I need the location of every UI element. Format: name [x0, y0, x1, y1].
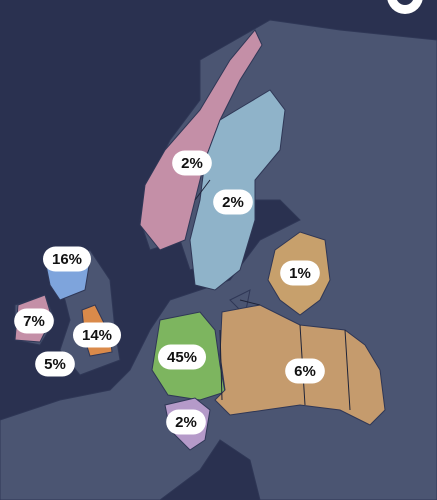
label-pill: [166, 409, 206, 435]
label-pill: [172, 150, 212, 176]
region-norway: [139, 29, 263, 251]
region-label: 2%: [222, 194, 244, 211]
label-pill: [280, 260, 320, 286]
region-label: 16%: [52, 251, 82, 268]
menu-button[interactable]: [387, 0, 423, 14]
region-label: 45%: [167, 349, 197, 366]
label-pill: [42, 246, 92, 272]
label-pill: [72, 322, 122, 348]
region-label: 1%: [289, 265, 311, 282]
label-pill: [213, 189, 253, 215]
labels: 2% 2% 1% 16% 7% 14% 5% 45% 6% 2%: [14, 150, 325, 435]
label-pill: [14, 308, 54, 334]
label-pill: [35, 351, 75, 377]
region-label: 14%: [82, 327, 112, 344]
label-pill: [157, 344, 207, 370]
region-label: 2%: [175, 414, 197, 431]
menu-button-icon: [396, 0, 414, 5]
label-pill: [285, 358, 325, 384]
region-label: 7%: [23, 313, 45, 330]
region-label: 5%: [44, 356, 66, 373]
region-label: 6%: [294, 363, 316, 380]
region-label: 2%: [181, 155, 203, 172]
